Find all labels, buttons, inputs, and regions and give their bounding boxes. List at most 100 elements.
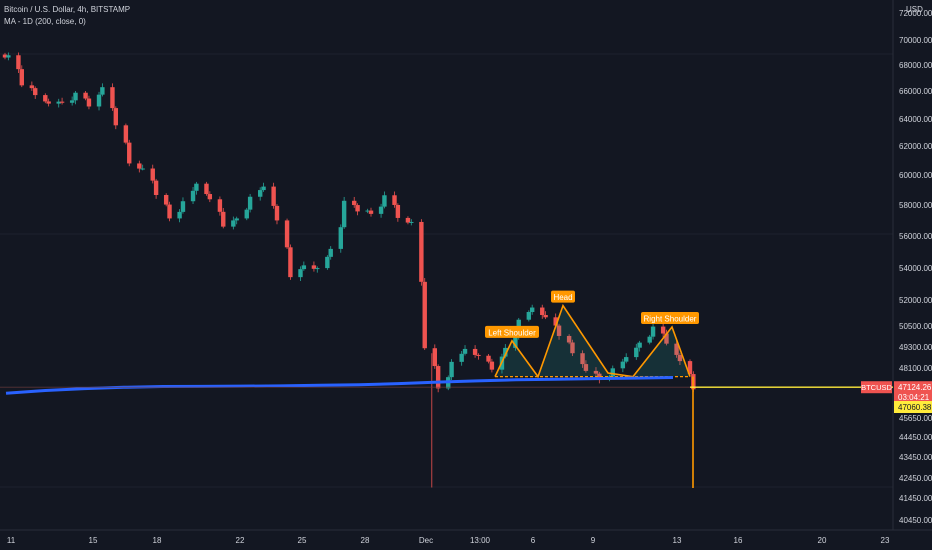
candle-body [69, 100, 75, 103]
candle-body [435, 366, 441, 389]
moving-average-series [5, 376, 674, 395]
time-tick-label: 16 [734, 536, 743, 545]
ma-value-badge: 47060.38 [898, 403, 932, 412]
price-tick-label: 50500.00 [899, 322, 932, 331]
candle-body [664, 333, 669, 344]
time-tick-label: 23 [881, 536, 890, 545]
price-tick-label: 66000.00 [899, 87, 932, 96]
candle-body [650, 326, 656, 337]
candle-body [16, 55, 21, 70]
candle-body [583, 364, 589, 371]
price-tick-label: 42450.00 [899, 474, 932, 483]
time-tick-label: 28 [361, 536, 370, 545]
candle-body [637, 342, 642, 348]
price-tick-label: 60000.00 [899, 171, 932, 180]
head-and-shoulders-pattern: Left Shoulder Head Right Shoulder [485, 290, 699, 488]
candle-body [462, 348, 468, 354]
ma-badge-bg [894, 401, 932, 413]
candle-body [194, 183, 199, 191]
candle-body [217, 199, 223, 212]
candle-body [553, 317, 558, 326]
candle-body [110, 87, 115, 109]
candle-body [419, 221, 424, 282]
candle-body [328, 248, 333, 257]
ma-line [5, 376, 674, 395]
symbol-title: Bitcoin / U.S. Dollar, 4h, BITSTAMP [4, 5, 131, 14]
candle-body [288, 247, 293, 278]
candle-body [207, 194, 213, 200]
left-shoulder-label-bg [485, 325, 539, 338]
candle-body [231, 220, 236, 227]
right-shoulder-label: Right Shoulder [644, 314, 697, 323]
candle-body [355, 205, 360, 212]
candle-body [634, 347, 639, 358]
candle-body [274, 205, 280, 221]
candle-body [422, 281, 427, 349]
candle-body [261, 186, 266, 191]
candle-body [368, 210, 374, 214]
candle-body [365, 210, 370, 212]
candle-body [2, 54, 8, 58]
left-shoulder-label: Left Shoulder [488, 328, 536, 337]
candle-body [29, 85, 35, 89]
price-tick-label: 72000.00 [899, 9, 932, 18]
candle-body [204, 183, 209, 195]
candle-body [660, 326, 666, 334]
candle-body [459, 353, 464, 362]
candle-body [597, 373, 602, 380]
candle-body [610, 368, 615, 377]
candle-body [513, 335, 518, 348]
price-tick-label: 64000.00 [899, 115, 932, 124]
candle-body [409, 221, 414, 223]
candle-body [580, 353, 585, 365]
candle-series [2, 52, 696, 488]
candle-body [449, 361, 454, 378]
price-tick-label: 70000.00 [899, 36, 932, 45]
candle-body [257, 190, 263, 197]
candle-body [177, 211, 182, 219]
chart-legend: Bitcoin / U.S. Dollar, 4h, BITSTAMP MA -… [4, 4, 130, 28]
chart-grid [0, 0, 932, 531]
time-tick-label: 18 [153, 536, 162, 545]
price-axis: 72000.00 70000.00 68000.00 66000.00 64000.00… [899, 5, 932, 525]
candle-body [378, 206, 384, 214]
candle-body [46, 101, 51, 104]
indicator-title: MA - 1D (200, close, 0) [4, 17, 86, 26]
last-price-badge: 47124.26 [898, 383, 932, 392]
candle-body [284, 220, 290, 248]
candle-body [405, 217, 411, 223]
candle-body [247, 196, 253, 210]
price-tick-label: 40450.00 [899, 516, 932, 525]
candle-body [298, 269, 303, 278]
time-tick-label: 15 [89, 536, 98, 545]
last-price-badge-bg [894, 381, 932, 404]
candle-body [566, 335, 572, 343]
price-tick-label: 58000.00 [899, 201, 932, 210]
candle-body [100, 87, 105, 95]
candle-body [647, 336, 652, 343]
symbol-badge-bg [861, 381, 892, 394]
candle-body [382, 195, 387, 207]
candle-body [489, 361, 495, 370]
price-tick-label: 56000.00 [899, 232, 932, 241]
candle-body [301, 265, 307, 270]
time-tick-label: 6 [531, 536, 536, 545]
time-tick-label: 25 [298, 536, 307, 545]
candle-body [19, 69, 24, 86]
candle-body [167, 204, 172, 219]
candle-body [556, 325, 562, 336]
price-tick-label: 48100.00 [899, 364, 932, 373]
candle-body [341, 200, 347, 228]
head-label: Head [553, 293, 572, 302]
candle-body [123, 125, 129, 143]
time-tick-label: 13:00 [470, 536, 491, 545]
candle-body [86, 98, 92, 107]
candle-body [526, 312, 532, 320]
pattern-fill [495, 305, 690, 377]
candle-body [6, 55, 11, 58]
candle-body [137, 163, 142, 169]
candle-body [33, 88, 38, 96]
